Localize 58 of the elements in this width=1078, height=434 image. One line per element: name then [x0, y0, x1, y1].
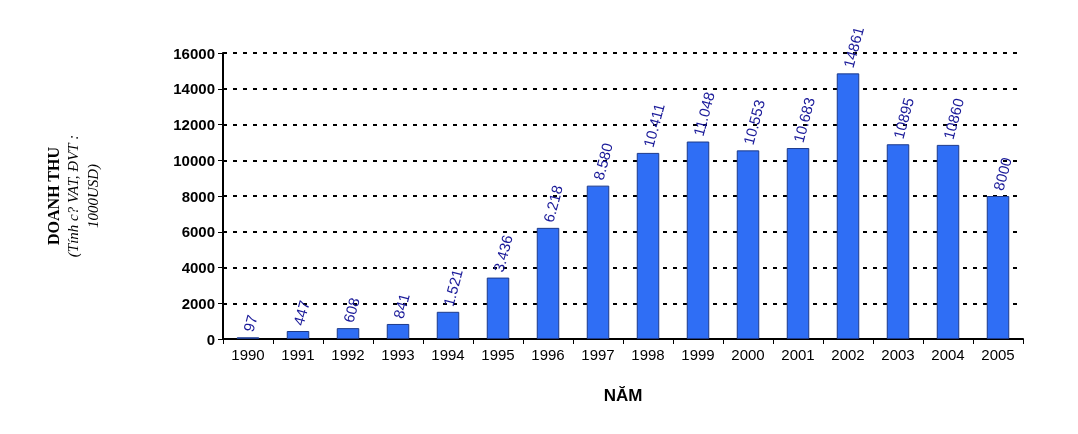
y-tick-label: 12000	[173, 116, 215, 133]
y-tick-label: 14000	[173, 80, 215, 98]
data-label: 8000	[989, 155, 1015, 193]
x-tick-label: 1997	[581, 346, 615, 363]
data-label: 10.411	[639, 101, 668, 150]
x-tick-label: 1991	[281, 346, 315, 363]
x-tick-label: 1993	[381, 346, 415, 363]
data-label: 608	[339, 295, 363, 325]
bar	[536, 227, 560, 339]
bar	[336, 328, 360, 339]
x-tick-label: 2004	[931, 346, 965, 363]
data-label: 10860	[939, 96, 968, 142]
bar	[586, 185, 610, 339]
y-tick-label: 2000	[181, 294, 215, 312]
y-tick-label: 4000	[181, 259, 215, 276]
x-tick-label: 2002	[831, 346, 865, 363]
data-label: 8.580	[589, 141, 616, 182]
y-tick-label: 10000	[173, 151, 215, 169]
bar	[286, 331, 310, 339]
y-tick-label: 8000	[181, 187, 215, 205]
bar	[786, 148, 810, 339]
x-tick-label: 1995	[481, 346, 515, 363]
x-axis-title: NĂM	[603, 386, 643, 405]
bar	[886, 144, 910, 339]
bar	[936, 144, 960, 339]
x-tick-label: 1998	[631, 346, 665, 363]
x-tick-label: 2001	[781, 346, 815, 363]
y-axis-title: DOANH THU (Tính c? VAT, ĐVT : 1000USD)	[44, 134, 102, 258]
bar	[486, 277, 510, 339]
data-label: 14861	[839, 24, 868, 70]
data-label: 10895	[889, 95, 918, 141]
x-tick-label: 1994	[431, 346, 465, 363]
bar	[686, 141, 710, 339]
x-tick-label: 1992	[331, 346, 365, 363]
data-label: 1.521	[439, 267, 466, 309]
x-tick-label: 1996	[531, 346, 565, 363]
bar	[836, 73, 860, 339]
x-tick-label: 2005	[981, 346, 1015, 363]
y-tick-label: 0	[206, 330, 215, 348]
data-label: 10.683	[789, 95, 819, 145]
data-label: 841	[389, 291, 413, 321]
data-label: 97	[239, 312, 261, 334]
data-label: 6.218	[539, 183, 566, 225]
data-label: 11.048	[689, 90, 718, 138]
bar	[636, 152, 660, 339]
x-tick-label: 1990	[231, 346, 265, 363]
x-tick-label: 1999	[681, 346, 715, 363]
data-label: 447	[289, 298, 313, 328]
data-label: 3.436	[489, 233, 516, 274]
bar	[436, 311, 460, 339]
bar	[736, 150, 760, 339]
bar	[986, 196, 1010, 339]
bar	[386, 323, 410, 339]
data-label: 10.553	[739, 97, 769, 147]
x-tick-label: 2003	[881, 346, 915, 363]
y-tick-label: 16000	[173, 44, 215, 62]
x-tick-label: 2000	[731, 346, 765, 363]
y-tick-label: 6000	[181, 223, 215, 241]
